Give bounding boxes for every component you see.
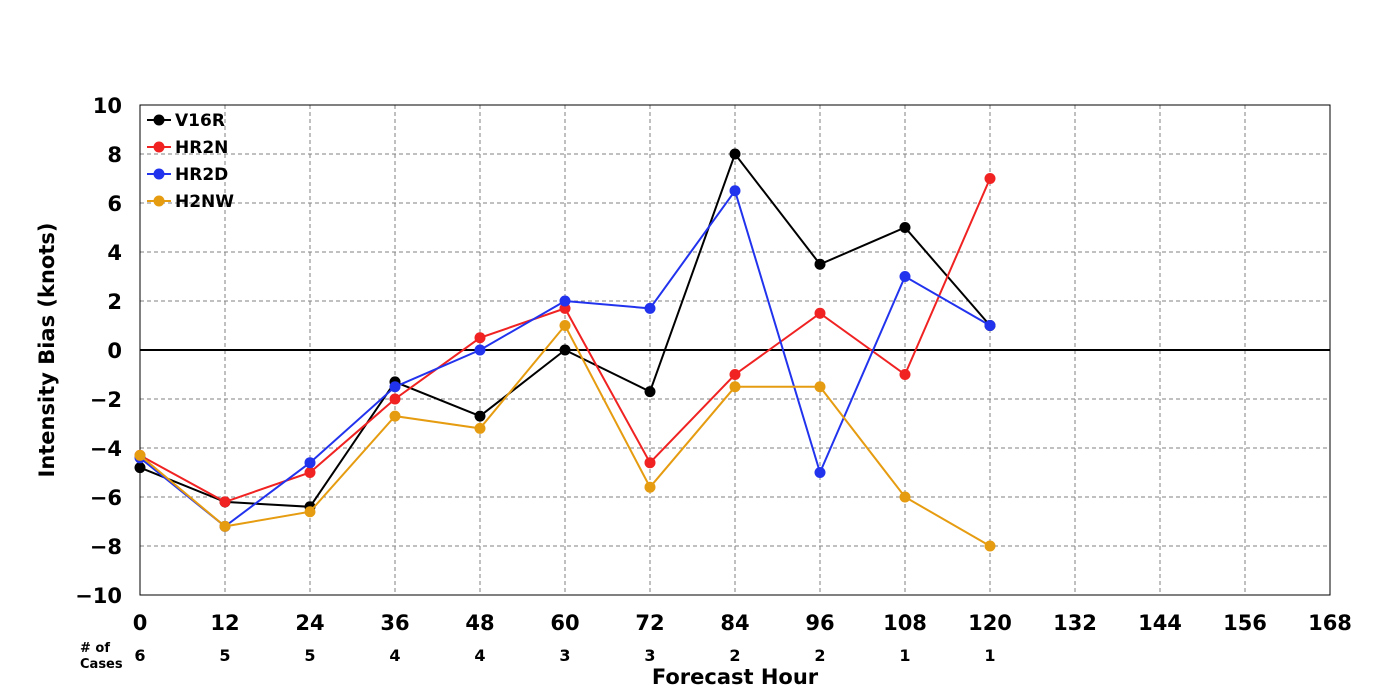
- y-tick-label--10: −10: [75, 584, 122, 608]
- cases-value-72: 3: [644, 646, 655, 665]
- x-tick-label-24: 24: [295, 611, 324, 635]
- data-point-hr2d-36: [389, 381, 401, 393]
- data-point-h2nw-108: [899, 491, 911, 503]
- legend-marker-h2nw: [153, 195, 165, 207]
- data-point-v16r-72: [644, 386, 656, 398]
- data-point-v16r-84: [729, 148, 741, 160]
- data-point-v16r-0: [134, 462, 146, 474]
- legend-marker-hr2d: [153, 168, 165, 180]
- data-point-h2nw-36: [389, 410, 401, 422]
- y-axis-title: Intensity Bias (knots): [35, 223, 59, 478]
- x-tick-label-0: 0: [133, 611, 148, 635]
- y-tick-label-6: 6: [107, 192, 122, 216]
- data-point-hr2d-72: [644, 302, 656, 314]
- legend-label-v16r: V16R: [175, 111, 225, 131]
- axes: [139, 104, 1331, 596]
- data-series: [134, 148, 996, 552]
- cases-value-96: 2: [814, 646, 825, 665]
- data-point-h2nw-84: [729, 381, 741, 393]
- cases-value-60: 3: [559, 646, 570, 665]
- data-point-hr2d-60: [559, 295, 571, 307]
- cases-value-0: 6: [134, 646, 145, 665]
- legend-label-hr2n: HR2N: [175, 138, 228, 158]
- legend-marker-v16r: [153, 114, 165, 126]
- x-tick-label-168: 168: [1308, 611, 1352, 635]
- y-tick-label-8: 8: [107, 143, 122, 167]
- x-tick-label-120: 120: [968, 611, 1012, 635]
- y-tick-label--2: −2: [90, 388, 122, 412]
- data-point-hr2n-36: [389, 393, 401, 405]
- x-tick-label-48: 48: [465, 611, 494, 635]
- data-point-h2nw-60: [559, 320, 571, 331]
- data-point-hr2d-24: [304, 457, 316, 469]
- x-tick-label-132: 132: [1053, 611, 1097, 635]
- data-point-hr2n-84: [729, 369, 741, 380]
- data-point-hr2n-96: [814, 307, 826, 319]
- cases-value-12: 5: [219, 646, 230, 665]
- data-point-hr2n-72: [644, 457, 656, 469]
- x-tick-label-96: 96: [805, 611, 834, 635]
- x-tick-label-36: 36: [380, 611, 409, 635]
- cases-row: # of Cases 6 5 5 4 4 3 3 2 2 1 1: [80, 641, 996, 672]
- tick-labels: 0 12 24 36 48 60 72 84 96 108 120 132 144 156 168−10−8…: [75, 94, 1352, 635]
- data-point-hr2n-108: [899, 369, 911, 380]
- y-tick-label-10: 10: [93, 94, 122, 118]
- x-tick-label-60: 60: [550, 611, 579, 635]
- y-tick-label--4: −4: [90, 437, 122, 461]
- data-point-h2nw-96: [814, 381, 826, 393]
- data-point-h2nw-120: [984, 540, 996, 552]
- legend-label-hr2d: HR2D: [175, 165, 228, 185]
- cases-value-36: 4: [389, 646, 400, 665]
- x-tick-label-12: 12: [210, 611, 239, 635]
- data-point-hr2n-12: [219, 496, 231, 508]
- data-point-hr2d-84: [729, 185, 741, 197]
- data-point-h2nw-72: [644, 481, 656, 493]
- y-tick-label-0: 0: [107, 339, 122, 363]
- x-tick-label-108: 108: [883, 611, 927, 635]
- y-tick-label-4: 4: [107, 241, 122, 265]
- data-point-hr2d-48: [474, 344, 486, 356]
- legend-label-h2nw: H2NW: [175, 192, 234, 212]
- data-point-h2nw-0: [134, 449, 146, 461]
- cases-value-48: 4: [474, 646, 485, 665]
- data-point-v16r-108: [899, 222, 911, 233]
- cases-value-84: 2: [729, 646, 740, 665]
- data-point-h2nw-12: [219, 520, 231, 532]
- x-axis-title: Forecast Hour: [652, 665, 819, 689]
- data-point-hr2d-108: [899, 271, 911, 282]
- y-tick-label--6: −6: [90, 486, 122, 510]
- data-point-hr2n-24: [304, 467, 316, 478]
- y-tick-label--8: −8: [90, 535, 122, 559]
- x-tick-label-72: 72: [635, 611, 664, 635]
- cases-value-108: 1: [899, 646, 910, 665]
- data-point-hr2d-120: [984, 320, 996, 331]
- cases-label-line2: Cases: [80, 657, 123, 672]
- cases-value-24: 5: [304, 646, 315, 665]
- y-tick-label-2: 2: [107, 290, 122, 314]
- x-tick-label-156: 156: [1223, 611, 1267, 635]
- x-tick-label-84: 84: [720, 611, 749, 635]
- data-point-h2nw-24: [304, 506, 316, 518]
- cases-value-120: 1: [984, 646, 995, 665]
- data-point-h2nw-48: [474, 422, 486, 434]
- data-point-v16r-60: [559, 344, 571, 356]
- data-point-hr2d-96: [814, 467, 826, 478]
- data-point-v16r-48: [474, 410, 486, 422]
- legend-marker-hr2n: [153, 141, 165, 153]
- data-point-hr2n-120: [984, 173, 996, 184]
- x-tick-label-144: 144: [1138, 611, 1182, 635]
- cases-label-line1: # of: [80, 641, 110, 656]
- legend: V16R HR2N HR2D H2NW: [147, 111, 234, 212]
- data-point-hr2n-48: [474, 332, 486, 344]
- data-point-v16r-96: [814, 258, 826, 270]
